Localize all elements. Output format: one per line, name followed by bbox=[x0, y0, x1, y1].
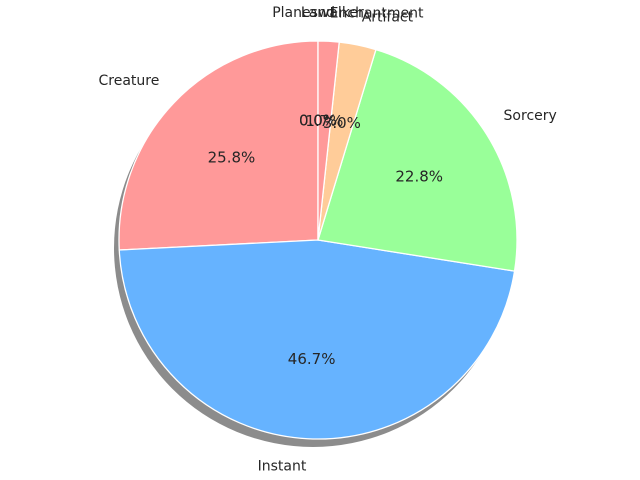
pie-slice-instant bbox=[118, 239, 516, 440]
pie-label-planeswalker: Planeswalker bbox=[272, 5, 364, 21]
pie-slice-sorcery bbox=[317, 48, 518, 272]
pie-label-land: Land bbox=[301, 5, 335, 21]
pie-label-enchantment: Enchantment bbox=[330, 5, 424, 21]
pie-pct-planeswalker: 0.0% bbox=[299, 112, 337, 130]
pie-slices bbox=[118, 40, 518, 440]
pie-label-sorcery: Sorcery bbox=[504, 108, 557, 124]
pie-label-creature: Creature bbox=[99, 73, 160, 89]
pie-pct-sorcery: 22.8% bbox=[395, 168, 443, 186]
pie-pct-creature: 25.8% bbox=[208, 149, 256, 167]
pie-pct-instant: 46.7% bbox=[288, 350, 336, 368]
pie-label-instant: Instant bbox=[258, 459, 307, 475]
pie-labels: Creature 25.8% Instant 46.7% Sorcery 22.8% Art… bbox=[99, 5, 557, 474]
pie-pct-land: 0.0% bbox=[299, 112, 337, 130]
pie-slice-enchantment bbox=[317, 40, 340, 241]
pie-pct-artifact: 3.0% bbox=[323, 114, 361, 132]
pie-label-artifact: Artifact bbox=[362, 10, 414, 26]
pie-slice-creature bbox=[118, 40, 319, 251]
pie-pct-enchantment: 1.7% bbox=[305, 112, 343, 130]
